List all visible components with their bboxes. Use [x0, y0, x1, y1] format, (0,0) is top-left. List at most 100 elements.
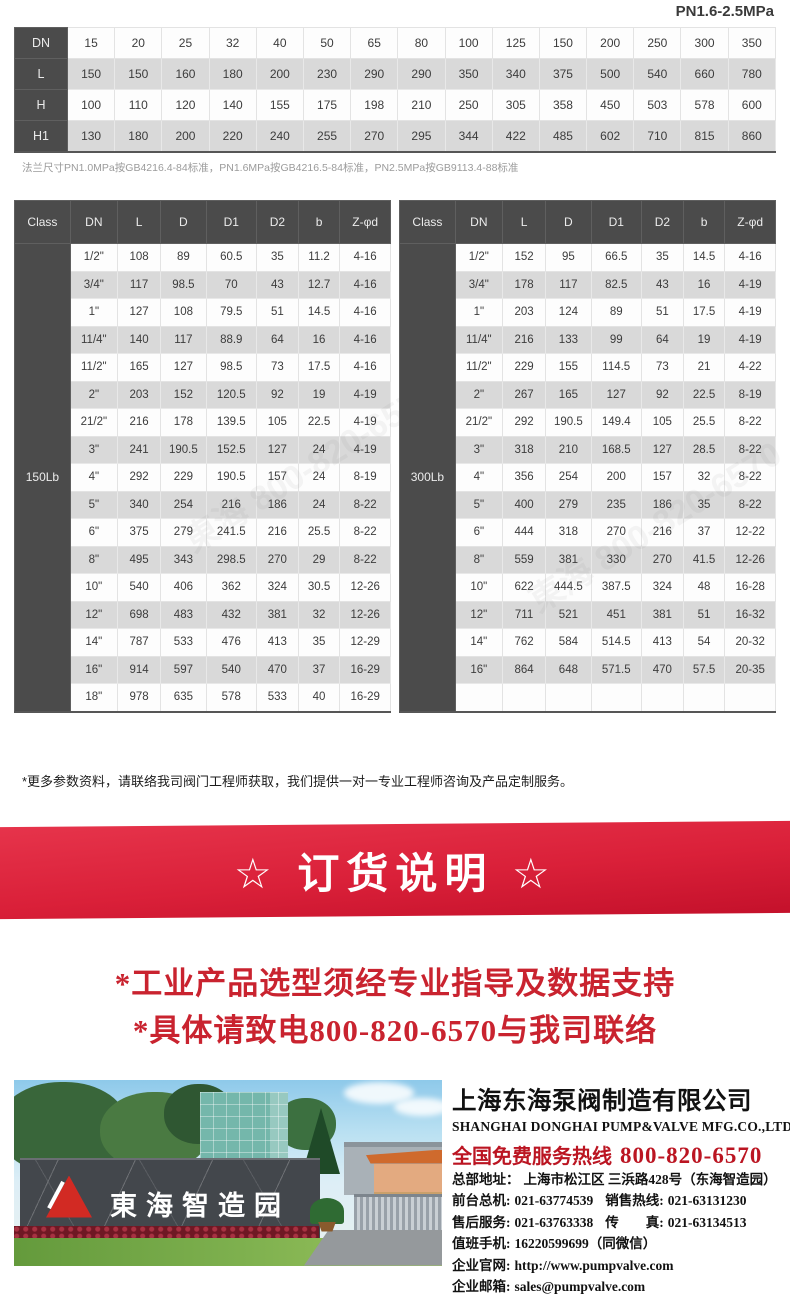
class-table-row: 14" 787 533 476 413 35 12-29 [15, 628, 391, 657]
class-cell: 98.5 [160, 270, 207, 299]
class-cell: 12-26 [339, 600, 391, 629]
class-table-row: 150Lb 1/2" 108 89 60.5 35 11.2 4-16 [14, 243, 391, 712]
class-cell [641, 683, 684, 712]
class-cell: 35 [256, 243, 299, 272]
class-cell: 254 [160, 490, 207, 519]
class-cell: 117 [116, 270, 162, 299]
class-table-row: 1" 127 108 79.5 51 14.5 4-16 [15, 298, 391, 327]
class-cell: 117 [545, 270, 592, 299]
class-column-header: L [501, 200, 547, 244]
class-cell [501, 683, 547, 712]
dn-cell: 710 [633, 120, 682, 153]
order-note-line: *工业产品选型须经专业指导及数据支持 [114, 965, 676, 1001]
class-cell: 16-29 [339, 683, 391, 712]
class-cell: 35 [682, 490, 726, 519]
dn-cell: 250 [444, 89, 493, 121]
class-cell: 127 [641, 435, 684, 464]
class-cell: 11.2 [297, 243, 341, 272]
class-cell: 235 [590, 490, 643, 519]
flange-standard-note: 法兰尺寸PN1.0MPa按GB4216.4-84标准，PN1.6MPa按GB42… [22, 162, 519, 174]
class-cell: 8-22 [339, 518, 391, 547]
class-cell: 4-16 [339, 270, 391, 299]
class-cell: 533 [256, 683, 299, 712]
contact-value: 021-63131230 [667, 1193, 747, 1208]
class-cell: 4-19 [339, 380, 391, 409]
photo-cloud [394, 1097, 442, 1116]
class-cell: 108 [160, 298, 207, 327]
dn-cell: 110 [114, 89, 163, 121]
dn-cell: 25 [161, 27, 210, 59]
dn-cell: 198 [350, 89, 399, 121]
class-table-row: 3/4" 178 117 82.5 43 16 4-19 [400, 270, 776, 299]
class-cell: 178 [160, 408, 207, 437]
class-cell: 451 [590, 600, 643, 629]
class-cell: 16 [297, 325, 341, 354]
class-cell: 32 [297, 600, 341, 629]
class-table-row: 8" 495 343 298.5 270 29 8-22 [15, 545, 391, 574]
class-cell: 4-19 [724, 270, 776, 299]
contact-line: 企业官网: http://www.pumpvalve.com [452, 1255, 790, 1277]
class-cell: 24 [297, 463, 341, 492]
dn-table: DN 15 20 25 32 40 50 65 80 100 125 150 200 250 300 350 L… [14, 27, 777, 153]
class-cell: 6" [69, 518, 118, 547]
class-cell: 400 [501, 490, 547, 519]
class-cell [545, 683, 592, 712]
class-cell: 387.5 [590, 573, 643, 602]
class-cell: 152 [160, 380, 207, 409]
class-cell: 17.5 [682, 298, 726, 327]
contact-label: 企业邮箱: [452, 1279, 511, 1294]
more-params-note: *更多参数资料，请联络我司阀门工程师获取，我们提供一对一专业工程师咨询及产品定制… [22, 773, 574, 789]
class-cell: 37 [297, 655, 341, 684]
class-column-header: L [116, 200, 162, 244]
class-cell: 92 [256, 380, 299, 409]
contact-value[interactable]: sales@pumpvalve.com [514, 1279, 646, 1294]
class-cell: 3/4" [454, 270, 503, 299]
class-cell: 51 [641, 298, 684, 327]
dn-cell: 200 [586, 27, 635, 59]
class-cell: 29 [297, 545, 341, 574]
contact-label: 总部地址： [452, 1171, 520, 1187]
class-cell: 127 [160, 353, 207, 382]
contact-label: 前台总机: [452, 1193, 511, 1208]
class-cell: 152.5 [205, 435, 258, 464]
contact-label: 值班手机: [452, 1236, 511, 1251]
class-cell: 16-32 [724, 600, 776, 629]
class-cell: 254 [545, 463, 592, 492]
factory-photo: 東海智造园 [14, 1079, 442, 1266]
class-cell: 22.5 [682, 380, 726, 409]
dn-cell: 780 [727, 58, 777, 90]
class-cell: 1/2" [454, 243, 503, 272]
order-instructions-banner: ☆ 订货说明 ☆ [0, 820, 790, 919]
order-notes: *工业产品选型须经专业指导及数据支持 *具体请致电800-820-6570与我司联… [0, 960, 790, 1054]
class-cell: 89 [160, 243, 207, 272]
class-table-row: 18" 978 635 578 533 40 16-29 [15, 683, 391, 712]
class-column-header: D1 [205, 200, 258, 244]
class-cell: 432 [205, 600, 258, 629]
photo-bush [310, 1197, 344, 1224]
class-cell: 108 [116, 243, 162, 272]
class-cell: 114.5 [590, 353, 643, 382]
class-cell: 864 [501, 655, 547, 684]
dn-cell: 295 [397, 120, 446, 153]
class-cell: 292 [116, 463, 162, 492]
class-table-row: 6" 375 279 241.5 216 25.5 8-22 [15, 518, 391, 547]
class-column-header: D2 [256, 200, 299, 244]
class-cell: 19 [682, 325, 726, 354]
class-cell: 73 [256, 353, 299, 382]
contact-line: 企业邮箱: sales@pumpvalve.com [452, 1276, 790, 1298]
contact-value[interactable]: http://www.pumpvalve.com [514, 1257, 674, 1273]
class-cell: 787 [116, 628, 162, 657]
class-cell: 20-32 [724, 628, 776, 657]
class-table-row: 14" 762 584 514.5 413 54 20-32 [400, 628, 776, 657]
class-cell: 40 [297, 683, 341, 712]
class-cell: 470 [641, 655, 684, 684]
class-cell: 495 [116, 545, 162, 574]
dn-cell: 200 [255, 58, 304, 90]
dn-cell: 15 [66, 27, 116, 59]
class-cell: 381 [545, 545, 592, 574]
class-cell: 16" [69, 655, 118, 684]
class-table-row: 3/4" 117 98.5 70 43 12.7 4-16 [15, 270, 391, 299]
class-cell: 25.5 [682, 408, 726, 437]
class-cell: 229 [501, 353, 547, 382]
class-cell: 11/4" [454, 325, 503, 354]
